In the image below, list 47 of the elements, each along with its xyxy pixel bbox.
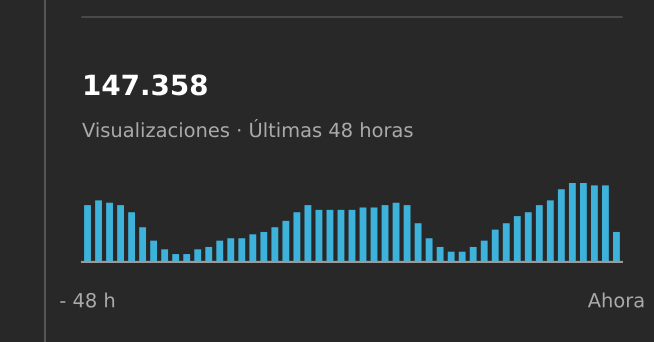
bar <box>370 207 378 262</box>
bar <box>426 238 433 262</box>
x-tick-label: - 48 h <box>60 292 114 308</box>
bar <box>227 238 234 262</box>
bar <box>404 205 410 262</box>
bar <box>117 205 124 262</box>
bar <box>338 210 344 262</box>
bar <box>95 200 102 262</box>
bar <box>304 205 312 262</box>
bar <box>448 252 455 262</box>
bar <box>249 234 256 262</box>
chart-title: 147.358 <box>85 74 207 96</box>
bar <box>568 182 576 262</box>
x-tick-label: Ahora <box>588 292 644 308</box>
bar <box>293 212 300 262</box>
bar <box>326 210 334 262</box>
bar <box>580 182 587 262</box>
bar <box>260 232 268 262</box>
bar <box>502 223 510 262</box>
bar <box>84 205 91 262</box>
bar <box>536 205 543 262</box>
bar <box>128 212 136 262</box>
bar <box>524 212 532 262</box>
bar <box>360 207 366 262</box>
bar <box>139 227 146 262</box>
bar <box>271 227 278 262</box>
bar <box>436 246 444 262</box>
bar <box>216 240 224 262</box>
bar <box>480 240 488 262</box>
bar <box>414 223 422 262</box>
bar <box>546 200 554 262</box>
bar <box>514 216 521 262</box>
bar <box>282 220 290 262</box>
bar <box>613 232 620 262</box>
bar <box>382 205 388 262</box>
bar <box>150 240 158 262</box>
bar <box>558 189 565 262</box>
bar <box>238 238 246 262</box>
bar <box>492 230 499 262</box>
bar <box>590 185 598 262</box>
bar <box>161 249 168 262</box>
bar <box>106 202 113 262</box>
bar <box>392 202 400 262</box>
bar <box>602 185 609 262</box>
bar <box>348 210 356 262</box>
chart-subtitle: Visualizaciones · Últimas 48 horas <box>82 119 413 138</box>
bar <box>316 210 322 262</box>
